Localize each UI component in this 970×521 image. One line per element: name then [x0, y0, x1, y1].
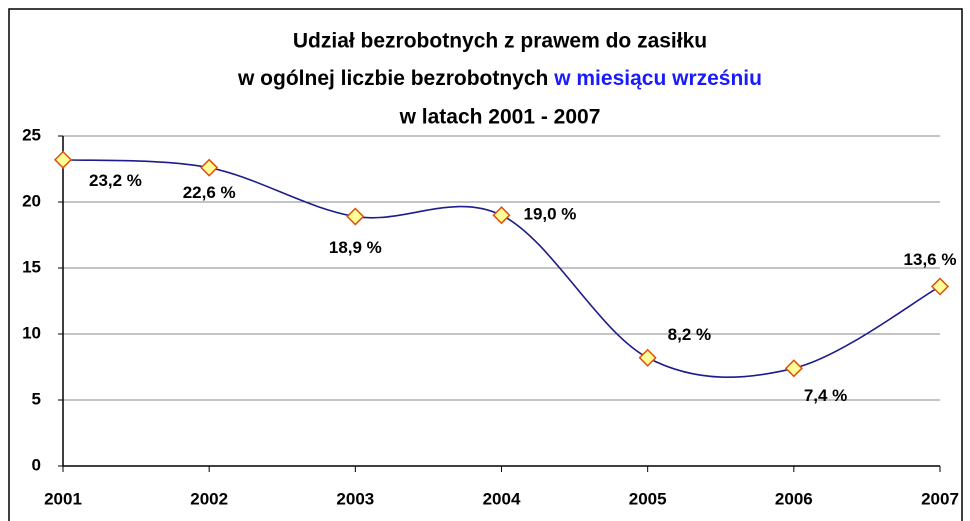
y-tick-label: 0	[32, 455, 41, 474]
marker	[638, 348, 657, 367]
marker	[53, 150, 73, 169]
value-label: 18,9 %	[329, 238, 382, 257]
chart-frame	[8, 8, 963, 521]
y-tick-label: 5	[32, 389, 41, 408]
chart-title: w latach 2001 - 2007	[399, 106, 601, 129]
value-label: 7,4 %	[804, 386, 847, 405]
chart-title: Udział bezrobotnych z prawem do zasiłku	[293, 30, 707, 53]
marker	[784, 359, 803, 378]
marker	[930, 277, 950, 296]
x-tick-label: 2006	[775, 489, 813, 508]
y-tick-label: 10	[22, 323, 41, 342]
chart-title-part: w ogólnej liczbie bezrobotnych	[237, 67, 548, 90]
value-label: 8,2 %	[668, 325, 711, 344]
chart-title-highlight: w miesiącu wrześniu	[553, 67, 762, 90]
x-tick-label: 2001	[44, 489, 82, 508]
value-label: 13,6 %	[904, 250, 957, 269]
marker	[492, 206, 511, 225]
value-label: 23,2 %	[89, 171, 142, 190]
x-tick-label: 2002	[190, 489, 228, 508]
y-tick-label: 15	[22, 257, 41, 276]
chart-title: w ogólnej liczbie bezrobotnych w miesiąc…	[237, 67, 762, 90]
value-label: 22,6 %	[183, 183, 236, 202]
x-tick-label: 2004	[483, 489, 521, 508]
x-tick-label: 2007	[921, 489, 959, 508]
y-tick-label: 25	[22, 125, 41, 144]
x-tick-label: 2005	[629, 489, 667, 508]
marker	[200, 158, 219, 177]
value-label: 19,0 %	[524, 205, 577, 224]
x-tick-label: 2003	[336, 489, 374, 508]
marker	[346, 207, 365, 226]
y-tick-label: 20	[22, 191, 41, 210]
